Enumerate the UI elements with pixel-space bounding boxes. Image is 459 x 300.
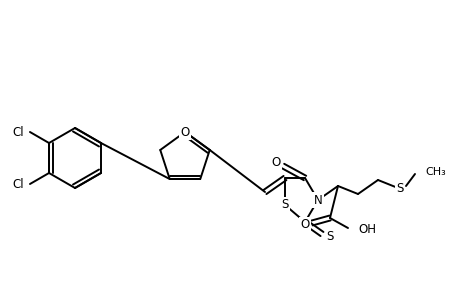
Text: O: O: [180, 125, 189, 139]
Text: Cl: Cl: [12, 178, 24, 190]
Text: CH₃: CH₃: [424, 167, 445, 177]
Text: S: S: [396, 182, 403, 194]
Text: O: O: [300, 218, 309, 232]
Text: Cl: Cl: [12, 125, 24, 139]
Text: N: N: [313, 194, 322, 206]
Text: S: S: [325, 230, 333, 244]
Text: S: S: [281, 199, 288, 212]
Text: OH: OH: [357, 224, 375, 236]
Text: O: O: [271, 157, 280, 169]
